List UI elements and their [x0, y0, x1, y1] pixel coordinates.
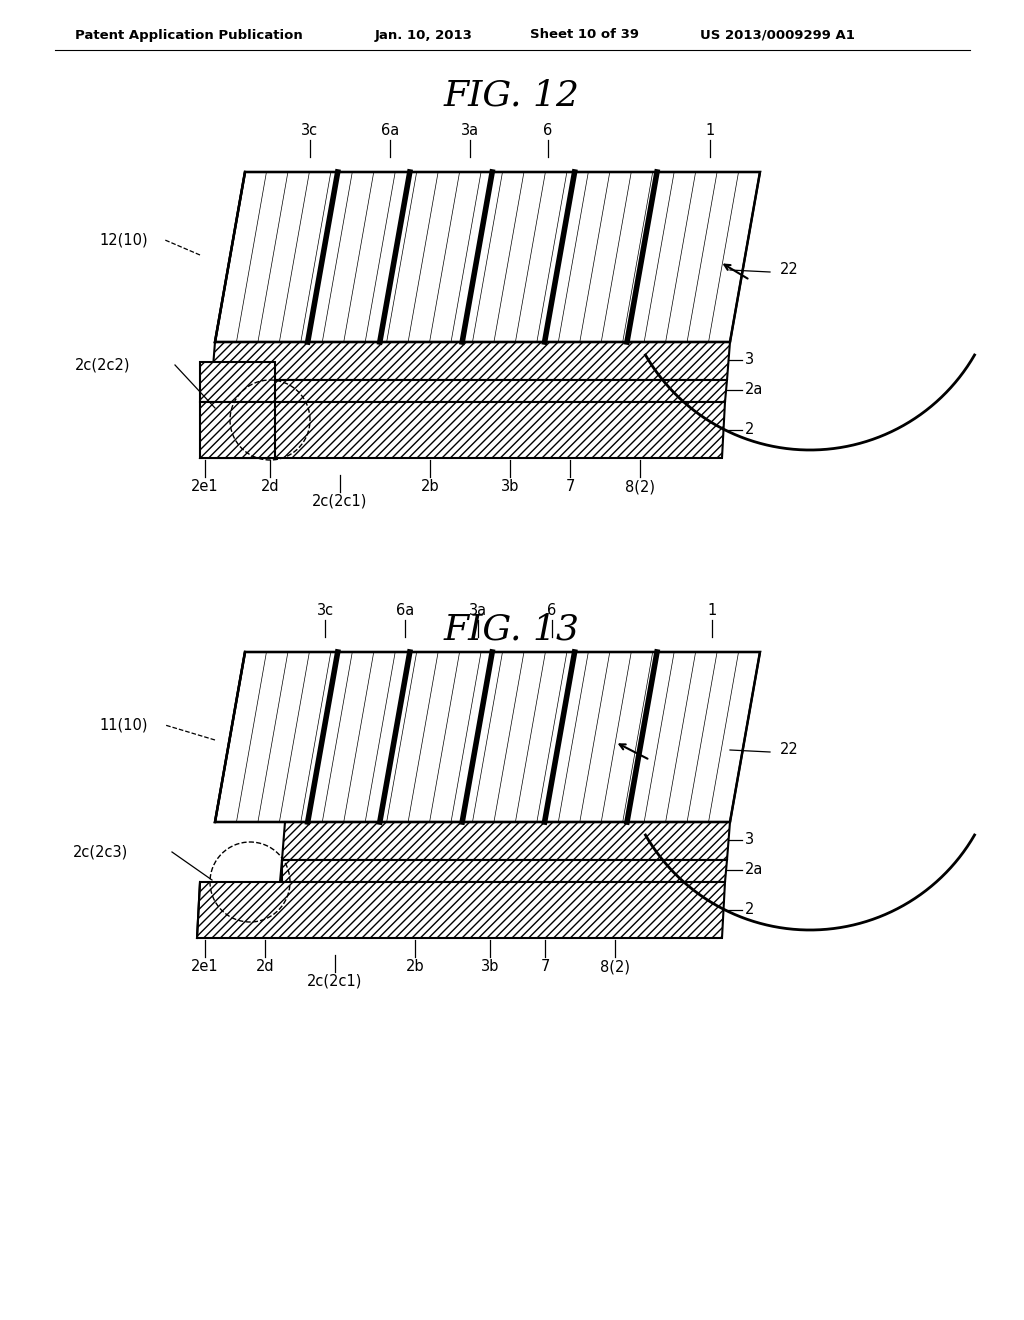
Text: 3: 3 [745, 833, 754, 847]
Text: 6: 6 [548, 603, 557, 618]
Text: 2b: 2b [406, 960, 424, 974]
Polygon shape [215, 652, 760, 822]
Text: 3: 3 [745, 352, 754, 367]
Text: 12(10): 12(10) [99, 232, 148, 248]
Text: 2b: 2b [421, 479, 439, 494]
Text: 3a: 3a [461, 123, 479, 139]
Text: 1: 1 [706, 123, 715, 139]
Text: 22: 22 [780, 263, 799, 277]
Polygon shape [200, 362, 275, 403]
Text: 2c(2c1): 2c(2c1) [312, 494, 368, 510]
Text: 2a: 2a [745, 862, 763, 878]
Text: 3b: 3b [481, 960, 499, 974]
Text: 2e1: 2e1 [191, 960, 219, 974]
Text: 3b: 3b [501, 479, 519, 494]
Text: 6a: 6a [381, 123, 399, 139]
Text: 1: 1 [708, 603, 717, 618]
Text: FIG. 13: FIG. 13 [444, 612, 580, 647]
Polygon shape [282, 822, 730, 861]
Text: 2d: 2d [256, 960, 274, 974]
Text: Patent Application Publication: Patent Application Publication [75, 29, 303, 41]
Text: 7: 7 [541, 960, 550, 974]
Text: 6: 6 [544, 123, 553, 139]
Text: FIG. 12: FIG. 12 [444, 78, 580, 112]
Text: 2a: 2a [745, 383, 763, 397]
Text: 22: 22 [780, 742, 799, 758]
Text: 7: 7 [565, 479, 574, 494]
Text: 2c(2c3): 2c(2c3) [73, 845, 128, 859]
Text: Sheet 10 of 39: Sheet 10 of 39 [530, 29, 639, 41]
Text: 8(2): 8(2) [600, 960, 630, 974]
Polygon shape [200, 403, 275, 458]
Text: Jan. 10, 2013: Jan. 10, 2013 [375, 29, 473, 41]
Text: 2: 2 [745, 903, 755, 917]
Text: 3a: 3a [469, 603, 487, 618]
Polygon shape [280, 861, 727, 882]
Text: US 2013/0009299 A1: US 2013/0009299 A1 [700, 29, 855, 41]
Polygon shape [210, 380, 727, 403]
Text: 11(10): 11(10) [99, 718, 148, 733]
Polygon shape [197, 882, 725, 939]
Text: 2e1: 2e1 [191, 479, 219, 494]
Text: 3c: 3c [316, 603, 334, 618]
Polygon shape [215, 172, 760, 342]
Text: 3c: 3c [301, 123, 318, 139]
Polygon shape [200, 403, 725, 458]
Text: 2: 2 [745, 422, 755, 437]
Polygon shape [212, 342, 730, 380]
Text: 2c(2c2): 2c(2c2) [75, 358, 130, 372]
Text: 2d: 2d [261, 479, 280, 494]
Text: 8(2): 8(2) [625, 479, 655, 494]
Text: 6a: 6a [396, 603, 414, 618]
Text: 2c(2c1): 2c(2c1) [307, 974, 362, 989]
